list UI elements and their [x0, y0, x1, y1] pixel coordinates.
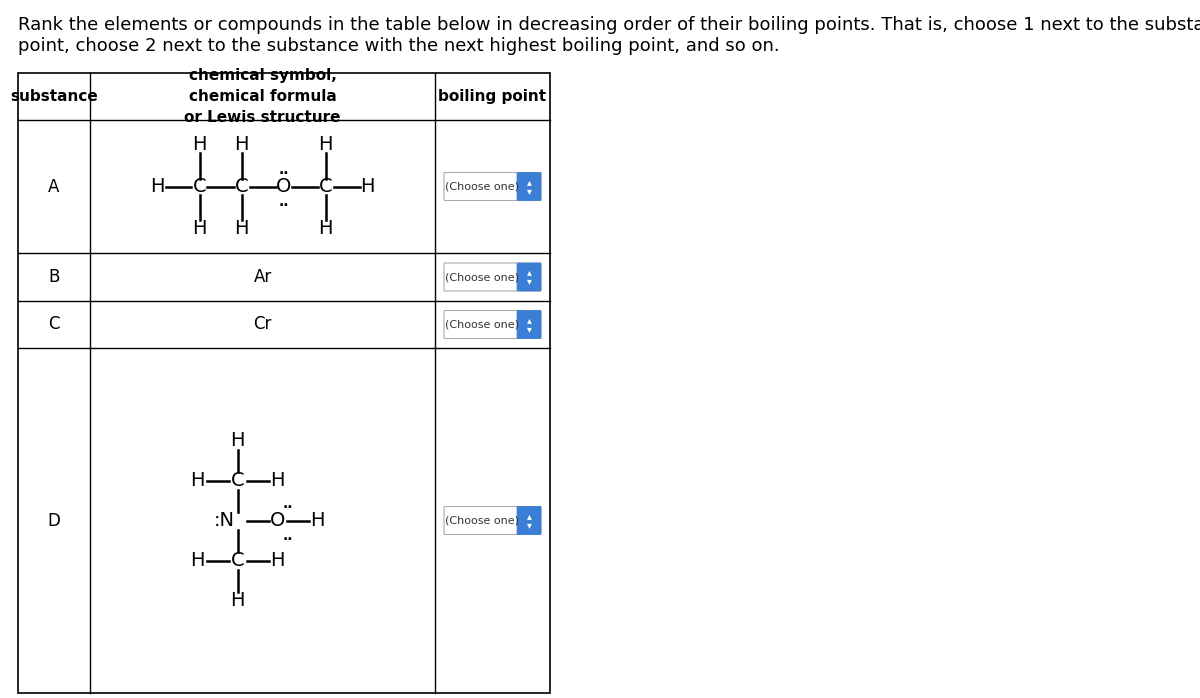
Text: C: C [319, 177, 332, 196]
Text: ▾: ▾ [527, 186, 532, 196]
FancyBboxPatch shape [444, 263, 541, 291]
Bar [18, 73, 550, 693]
FancyBboxPatch shape [517, 172, 541, 200]
Text: H: H [192, 219, 206, 238]
Text: ▴: ▴ [527, 315, 532, 325]
Text: :N: :N [214, 511, 235, 530]
Text: ▾: ▾ [527, 276, 532, 286]
Text: (Choose one): (Choose one) [444, 272, 518, 282]
Text: D: D [48, 512, 60, 530]
Text: H: H [360, 177, 374, 196]
FancyBboxPatch shape [517, 507, 541, 535]
Text: ▴: ▴ [527, 267, 532, 278]
Text: A: A [48, 177, 60, 195]
Text: boiling point: boiling point [438, 89, 546, 104]
FancyBboxPatch shape [517, 311, 541, 339]
Text: H: H [234, 219, 248, 238]
Text: C: C [230, 551, 245, 570]
FancyBboxPatch shape [444, 507, 541, 535]
Text: H: H [191, 551, 205, 570]
Text: H: H [270, 471, 284, 490]
Text: ▴: ▴ [527, 511, 532, 521]
Text: H: H [150, 177, 164, 196]
Text: C: C [230, 471, 245, 490]
Text: ▴: ▴ [527, 177, 532, 187]
FancyBboxPatch shape [517, 263, 541, 291]
Text: B: B [48, 268, 60, 286]
Text: C: C [193, 177, 206, 196]
Text: ..: .. [282, 498, 293, 512]
Text: C: C [235, 177, 248, 196]
FancyBboxPatch shape [444, 172, 541, 200]
Text: H: H [230, 591, 245, 610]
Text: H: H [191, 471, 205, 490]
Text: O: O [270, 511, 286, 530]
Text: (Choose one): (Choose one) [444, 181, 518, 191]
Text: H: H [311, 511, 325, 530]
Text: H: H [318, 135, 332, 154]
Text: Ar: Ar [253, 268, 271, 286]
FancyBboxPatch shape [444, 311, 541, 339]
Text: (Choose one): (Choose one) [444, 516, 518, 526]
Text: Rank the elements or compounds in the table below in decreasing order of their b: Rank the elements or compounds in the ta… [18, 16, 1200, 55]
Text: substance: substance [10, 89, 98, 104]
Text: H: H [230, 431, 245, 450]
Text: (Choose one): (Choose one) [444, 320, 518, 329]
Text: O: O [276, 177, 292, 196]
Text: ▾: ▾ [527, 324, 532, 334]
Text: ▾: ▾ [527, 520, 532, 530]
Text: ..: .. [282, 530, 293, 544]
Text: ..: .. [278, 195, 289, 209]
Text: C: C [48, 315, 60, 334]
Text: H: H [318, 219, 332, 238]
Text: ..: .. [278, 163, 289, 177]
Text: H: H [234, 135, 248, 154]
Text: H: H [270, 551, 284, 570]
Text: chemical symbol,
chemical formula
or Lewis structure: chemical symbol, chemical formula or Lew… [185, 68, 341, 125]
Text: H: H [192, 135, 206, 154]
Text: Cr: Cr [253, 315, 271, 334]
